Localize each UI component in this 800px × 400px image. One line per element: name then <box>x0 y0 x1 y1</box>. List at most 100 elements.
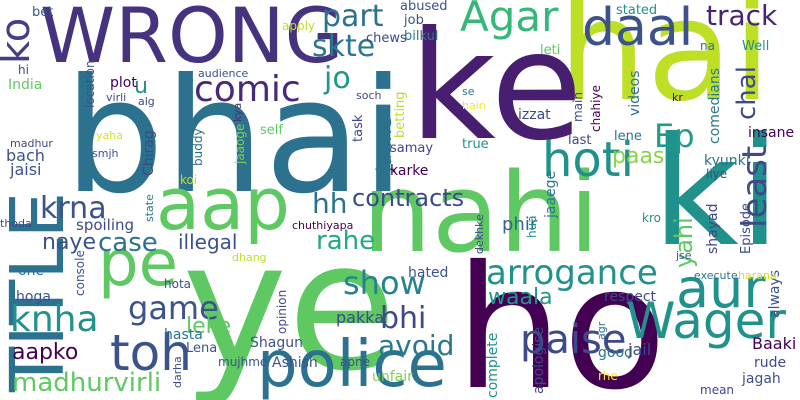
word-hated: hated <box>408 265 449 281</box>
word-show: show <box>343 264 426 302</box>
word-smjh: smjh <box>92 147 119 160</box>
word-rude: rude <box>754 355 787 371</box>
word-shagun: Shagun <box>250 335 303 351</box>
word-location: location <box>83 60 97 108</box>
word-bet: bet <box>32 5 54 20</box>
word-game: game <box>128 289 219 327</box>
word-bilkul: bilkul <box>404 29 439 44</box>
word-leti: leti <box>540 43 561 58</box>
word-aap: aap <box>156 162 290 246</box>
word-aur: aur <box>676 257 766 320</box>
word-audience: audience <box>198 67 249 80</box>
word-hoga: hoga <box>16 289 51 305</box>
word-pakka: pakka <box>336 308 385 327</box>
word-hain: hain <box>462 99 486 112</box>
word-unfair: unfair <box>372 369 413 385</box>
word-hai: hai <box>558 0 772 133</box>
word-wager: Wager <box>626 292 786 350</box>
word-pe: pe <box>98 227 178 301</box>
word-madhurvirli: madhurvirli <box>12 368 162 398</box>
word-jagah: jagah <box>742 371 781 387</box>
word-avoid: avoid <box>378 329 455 362</box>
word-kro: kro <box>642 211 661 225</box>
word-agar: Agar <box>460 0 559 41</box>
word-insane: insane <box>748 125 795 141</box>
word-job: job <box>404 13 424 28</box>
word-main: main <box>571 92 585 122</box>
word-baaki: Baaki <box>752 334 797 353</box>
word-complete: complete <box>485 332 501 398</box>
word-well: Well <box>742 39 770 54</box>
word-task: task <box>351 114 366 142</box>
word-ko: ko <box>0 17 39 64</box>
word-apply: apply <box>282 19 316 33</box>
word-alg: alg <box>138 95 155 108</box>
word-jse: jse <box>676 249 692 262</box>
word-knha: knha <box>10 299 99 340</box>
word-betting: betting <box>393 91 408 138</box>
word-aapko: aapko <box>12 340 79 365</box>
word-kya: kya <box>231 102 244 122</box>
word-ki: ki <box>652 106 781 280</box>
word-naye: naye <box>42 230 96 255</box>
word-jaaege: jaaege <box>543 170 559 218</box>
word-console: console <box>73 250 87 296</box>
word-ke: ke <box>409 0 583 174</box>
word-nahi: nahi <box>362 149 600 277</box>
word-episode: Episode <box>739 202 754 254</box>
word-virli: virli <box>106 91 127 104</box>
word-kyunki: kyunki <box>704 153 750 169</box>
word-abused: abused <box>400 0 448 14</box>
word-chuthiyapa: chuthiyapa <box>292 219 354 232</box>
word-jaaoge: jaaoge <box>233 123 247 164</box>
word-u: u <box>134 74 148 99</box>
word-daal: daal <box>582 0 694 58</box>
word-hi: hi <box>18 63 29 77</box>
word-apologise: apologise <box>531 326 547 394</box>
word-darha: darha <box>171 356 184 388</box>
word-paise: paise <box>520 317 627 363</box>
word-part: part <box>322 0 384 34</box>
word-contracts: contracts <box>352 184 465 212</box>
word-kr: kr <box>672 91 683 104</box>
word-ashish: Ashish <box>272 355 318 371</box>
word-self: self <box>260 123 283 138</box>
word-rhe: rhe <box>598 369 618 383</box>
word-karke: karke <box>390 163 429 179</box>
word-illegal: illegal <box>178 230 238 254</box>
word-paas: paas <box>612 144 665 169</box>
word-hota: hota <box>164 277 192 291</box>
word-respect: respect <box>604 289 657 305</box>
word-comedians: comedians <box>707 67 723 144</box>
word-plot: plot <box>110 75 137 91</box>
word-spoiling: spoiling <box>76 216 135 234</box>
word-apne: apne <box>340 355 370 369</box>
word-liye: liye <box>706 167 728 181</box>
word-lena: Lena <box>186 341 218 356</box>
word-hua: hua <box>525 215 539 238</box>
word-na: na <box>700 39 715 53</box>
word-se: se <box>462 85 475 98</box>
word-good: good <box>598 345 633 361</box>
word-samay: samay <box>390 141 434 156</box>
word-police: police <box>257 328 447 400</box>
word-chahiye: chahiye <box>589 85 603 132</box>
word-hh: hh <box>312 187 348 220</box>
word-chews: chews <box>366 31 407 46</box>
word-madhur: madhur <box>10 137 53 150</box>
word-bhai: bhai <box>64 45 406 229</box>
word-case: case <box>98 228 158 258</box>
word-leke: leke <box>186 314 232 339</box>
word-agr: agr <box>595 321 608 340</box>
word-chal: chal <box>732 66 762 120</box>
word-shayad: shayad <box>705 203 721 255</box>
word-jaisi: jaisi <box>10 160 42 179</box>
word-india: India <box>8 77 43 93</box>
word-dhang: dhang <box>232 251 267 264</box>
word-bach: bach <box>6 146 45 165</box>
word-hoti: hoti <box>542 132 634 188</box>
word-ep: Ep <box>654 117 695 155</box>
word-rahe: rahe <box>316 226 376 256</box>
word-ho: ho <box>455 230 667 400</box>
